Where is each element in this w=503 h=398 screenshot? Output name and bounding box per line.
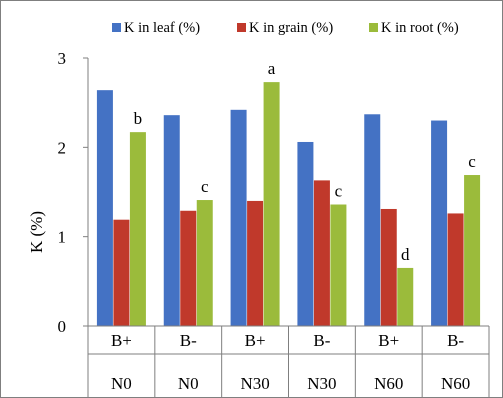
x-tick-label-boron: B+ bbox=[245, 331, 266, 350]
y-axis-label: K (%) bbox=[27, 211, 46, 253]
x-tick-label-nitrogen: N30 bbox=[240, 374, 269, 393]
bar bbox=[313, 180, 330, 326]
bar bbox=[163, 115, 180, 326]
x-tick-label-boron: B+ bbox=[111, 331, 132, 350]
legend: K in leaf (%) K in grain (%) K in root (%) bbox=[112, 20, 459, 36]
bars bbox=[96, 82, 481, 327]
bar bbox=[196, 200, 213, 326]
bar bbox=[180, 210, 197, 326]
x-tick-label-boron: B+ bbox=[378, 331, 399, 350]
legend-swatch bbox=[237, 23, 246, 32]
bar bbox=[431, 120, 448, 327]
x-tick-label-nitrogen: N60 bbox=[374, 374, 403, 393]
legend-label: K in leaf (%) bbox=[124, 20, 200, 36]
x-tick-label-nitrogen: N0 bbox=[111, 374, 132, 393]
x-tick-label-boron: B- bbox=[447, 331, 464, 350]
bar bbox=[96, 90, 113, 326]
legend-label: K in root (%) bbox=[381, 20, 459, 36]
bar bbox=[263, 82, 280, 327]
x-tick-label-boron: B- bbox=[313, 331, 330, 350]
bar bbox=[113, 219, 130, 326]
bar bbox=[380, 208, 397, 326]
y-axis-ticks: 0 1 2 3 bbox=[58, 49, 88, 336]
x-tick-label-boron: B- bbox=[180, 331, 197, 350]
x-tick-label-nitrogen: N0 bbox=[178, 374, 199, 393]
y-tick-label: 1 bbox=[58, 228, 67, 247]
bar-labels: b c a c d c bbox=[134, 59, 477, 264]
bar bbox=[364, 114, 381, 326]
bar bbox=[330, 204, 347, 326]
significance-label: c bbox=[335, 182, 343, 201]
significance-label: b bbox=[134, 109, 143, 128]
x-tick-label-nitrogen: N30 bbox=[307, 374, 336, 393]
legend-label: K in grain (%) bbox=[249, 20, 333, 36]
bar bbox=[230, 109, 247, 327]
significance-label: c bbox=[468, 152, 476, 171]
bar bbox=[129, 132, 146, 326]
bar bbox=[464, 175, 481, 326]
x-axis-category-table: B+ N0 B- N0 B+ N30 B- N30 B+ N60 B- N60 bbox=[88, 326, 490, 397]
bar bbox=[297, 141, 314, 326]
significance-label: d bbox=[401, 245, 410, 264]
y-tick-label: 0 bbox=[58, 317, 67, 336]
significance-label: c bbox=[201, 177, 209, 196]
bar bbox=[247, 200, 264, 326]
legend-swatch bbox=[112, 23, 121, 32]
bar bbox=[447, 213, 464, 326]
y-tick-label: 3 bbox=[58, 49, 67, 68]
legend-swatch bbox=[369, 23, 378, 32]
bar bbox=[397, 267, 414, 326]
y-tick-label: 2 bbox=[58, 138, 67, 157]
significance-label: a bbox=[268, 59, 276, 78]
x-tick-label-nitrogen: N60 bbox=[441, 374, 470, 393]
